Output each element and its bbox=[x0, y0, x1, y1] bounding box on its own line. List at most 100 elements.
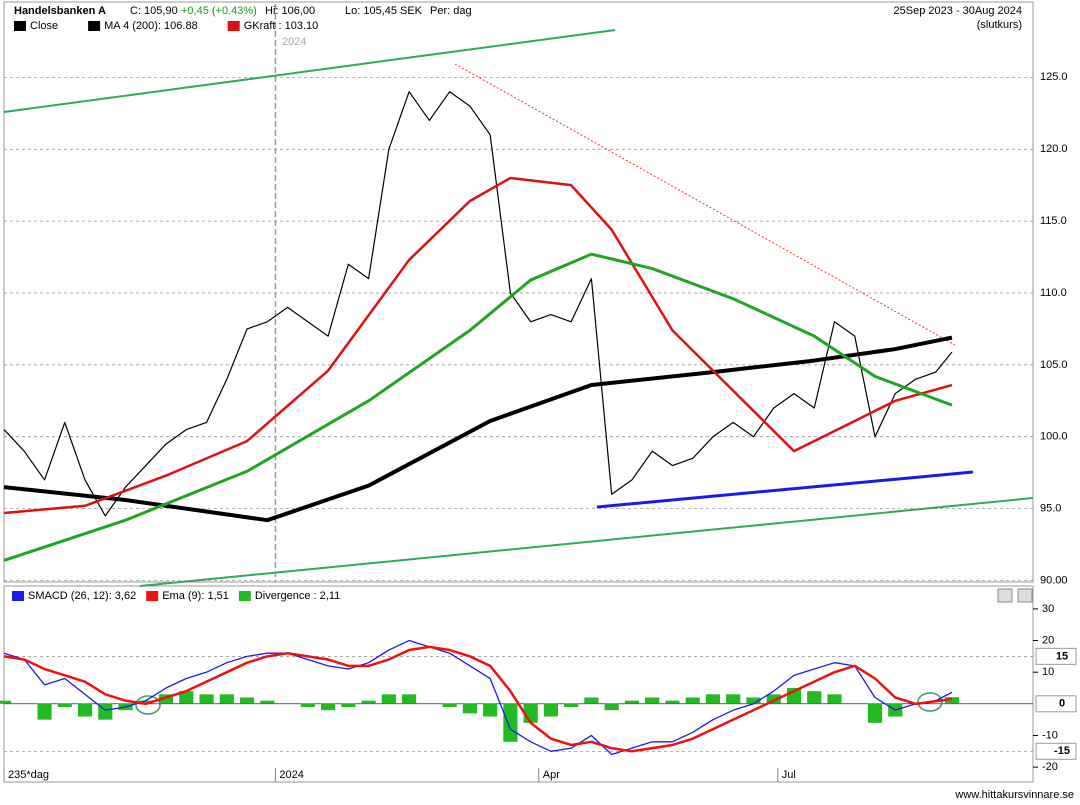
tool-button[interactable] bbox=[997, 588, 1013, 603]
divergence-bar bbox=[0, 700, 12, 704]
close-button[interactable] bbox=[1017, 588, 1033, 603]
series-line bbox=[3, 645, 953, 753]
divergence-bar bbox=[503, 703, 518, 742]
y-tick-label: -20 bbox=[1042, 761, 1058, 773]
divergence-bar bbox=[158, 694, 174, 704]
y-tick-label: 90.00 bbox=[1040, 574, 1068, 586]
divergence-bar bbox=[483, 703, 498, 717]
y-tick-label: 100.0 bbox=[1040, 431, 1068, 443]
divergence-bar bbox=[645, 697, 660, 704]
divergence-bar bbox=[944, 697, 960, 704]
divergence-bar bbox=[604, 703, 619, 711]
y-tick-label: 120.0 bbox=[1040, 143, 1068, 155]
legend-swatch bbox=[12, 591, 24, 601]
date-range: 25Sep 2023 - 30Aug 2024 bbox=[894, 5, 1022, 17]
divergence-bar bbox=[746, 697, 761, 704]
level-label: 0 bbox=[1059, 698, 1065, 710]
legend-swatch bbox=[14, 21, 26, 31]
divergence-bar bbox=[321, 703, 336, 711]
divergence-bar bbox=[665, 700, 680, 704]
y-tick-label: 20 bbox=[1042, 634, 1054, 646]
divergence-bar bbox=[219, 694, 234, 704]
divergence-bar bbox=[341, 703, 356, 707]
divergence-bar bbox=[381, 694, 396, 704]
legend-label: Ema (9): 1,51 bbox=[162, 590, 229, 602]
divergence-bar bbox=[402, 694, 417, 704]
y-tick-label: 95.0 bbox=[1040, 503, 1061, 515]
level-label: -15 bbox=[1054, 745, 1070, 757]
level-label: 15 bbox=[1056, 650, 1068, 662]
divergence-bar bbox=[584, 697, 599, 704]
footer: www.hittakursvinnare.se bbox=[954, 789, 1074, 800]
divergence-bar bbox=[37, 703, 52, 720]
divergence-bar bbox=[361, 700, 376, 704]
y-tick-label: 125.0 bbox=[1040, 71, 1068, 83]
header-item: SEK bbox=[400, 5, 423, 17]
divergence-bar bbox=[260, 700, 275, 704]
series-line bbox=[3, 176, 953, 515]
legend-label: Divergence : 2,11 bbox=[255, 590, 340, 602]
series-line bbox=[3, 91, 953, 517]
note: (slutkurs) bbox=[977, 19, 1022, 31]
divergence-bar bbox=[827, 694, 842, 704]
y-tick-label: 105.0 bbox=[1040, 359, 1068, 371]
header-item: +0,45 (+0.43%) bbox=[181, 5, 257, 17]
divergence-bar bbox=[564, 703, 579, 707]
series-line bbox=[3, 639, 953, 756]
divergence-bar bbox=[300, 703, 315, 707]
legend-label: GKraft : 103.10 bbox=[244, 20, 319, 32]
divergence-bar bbox=[199, 694, 214, 704]
y-tick-label: 30 bbox=[1042, 603, 1054, 615]
chart-title: Handelsbanken A bbox=[14, 5, 106, 17]
y-tick-label: -10 bbox=[1042, 729, 1058, 741]
header-item: Per: dag bbox=[430, 5, 472, 17]
trend-line bbox=[454, 63, 956, 346]
legend-label: Close bbox=[30, 20, 58, 32]
highlight bbox=[917, 692, 943, 712]
divergence-bar bbox=[442, 703, 457, 707]
header-item: C: 105,90 bbox=[130, 5, 178, 17]
divergence-bar bbox=[766, 694, 781, 704]
divergence-bar bbox=[239, 697, 255, 704]
trend-line bbox=[596, 470, 974, 509]
header-item: Lo: 105,45 bbox=[345, 5, 397, 17]
divergence-bar bbox=[138, 700, 153, 704]
legend-swatch bbox=[238, 591, 251, 601]
highlight bbox=[135, 695, 161, 715]
divergence-bar bbox=[726, 694, 741, 704]
level-box bbox=[1035, 742, 1077, 760]
divergence-bar bbox=[624, 700, 640, 704]
legend-swatch bbox=[146, 591, 159, 601]
x-tick-label: Jul bbox=[782, 769, 796, 781]
y-tick-label: 115.0 bbox=[1040, 215, 1067, 227]
divergence-bar bbox=[928, 703, 943, 704]
divergence-bar bbox=[462, 703, 477, 714]
series-line bbox=[3, 335, 953, 523]
y-tick-label: 110.0 bbox=[1040, 287, 1067, 299]
series-line bbox=[3, 252, 953, 562]
divergence-bar bbox=[543, 703, 558, 717]
x-tick-label: 2024 bbox=[279, 769, 303, 781]
divergence-bar bbox=[685, 697, 700, 704]
year-label: 2024 bbox=[282, 36, 306, 48]
legend-swatch bbox=[227, 21, 240, 31]
macd-panel bbox=[3, 585, 1034, 783]
legend-label: SMACD (26, 12): 3,62 bbox=[28, 590, 136, 602]
level-box bbox=[1035, 695, 1077, 713]
divergence-bar bbox=[807, 691, 822, 704]
y-tick-label: 10 bbox=[1042, 666, 1054, 678]
trend-line bbox=[3, 29, 616, 113]
divergence-bar bbox=[179, 691, 194, 704]
level-box bbox=[1035, 647, 1077, 665]
legend-label: MA 4 (200): 106.88 bbox=[104, 20, 198, 32]
legend-swatch bbox=[88, 21, 101, 31]
divergence-bar bbox=[705, 694, 721, 704]
x-tick-label: Apr bbox=[543, 769, 560, 781]
header-item: Hi: 106,00 bbox=[265, 5, 315, 17]
trend-line bbox=[139, 497, 1034, 587]
divergence-bar bbox=[57, 703, 72, 707]
divergence-bar bbox=[867, 703, 883, 723]
x-tick-label: 235*dag bbox=[8, 769, 49, 781]
